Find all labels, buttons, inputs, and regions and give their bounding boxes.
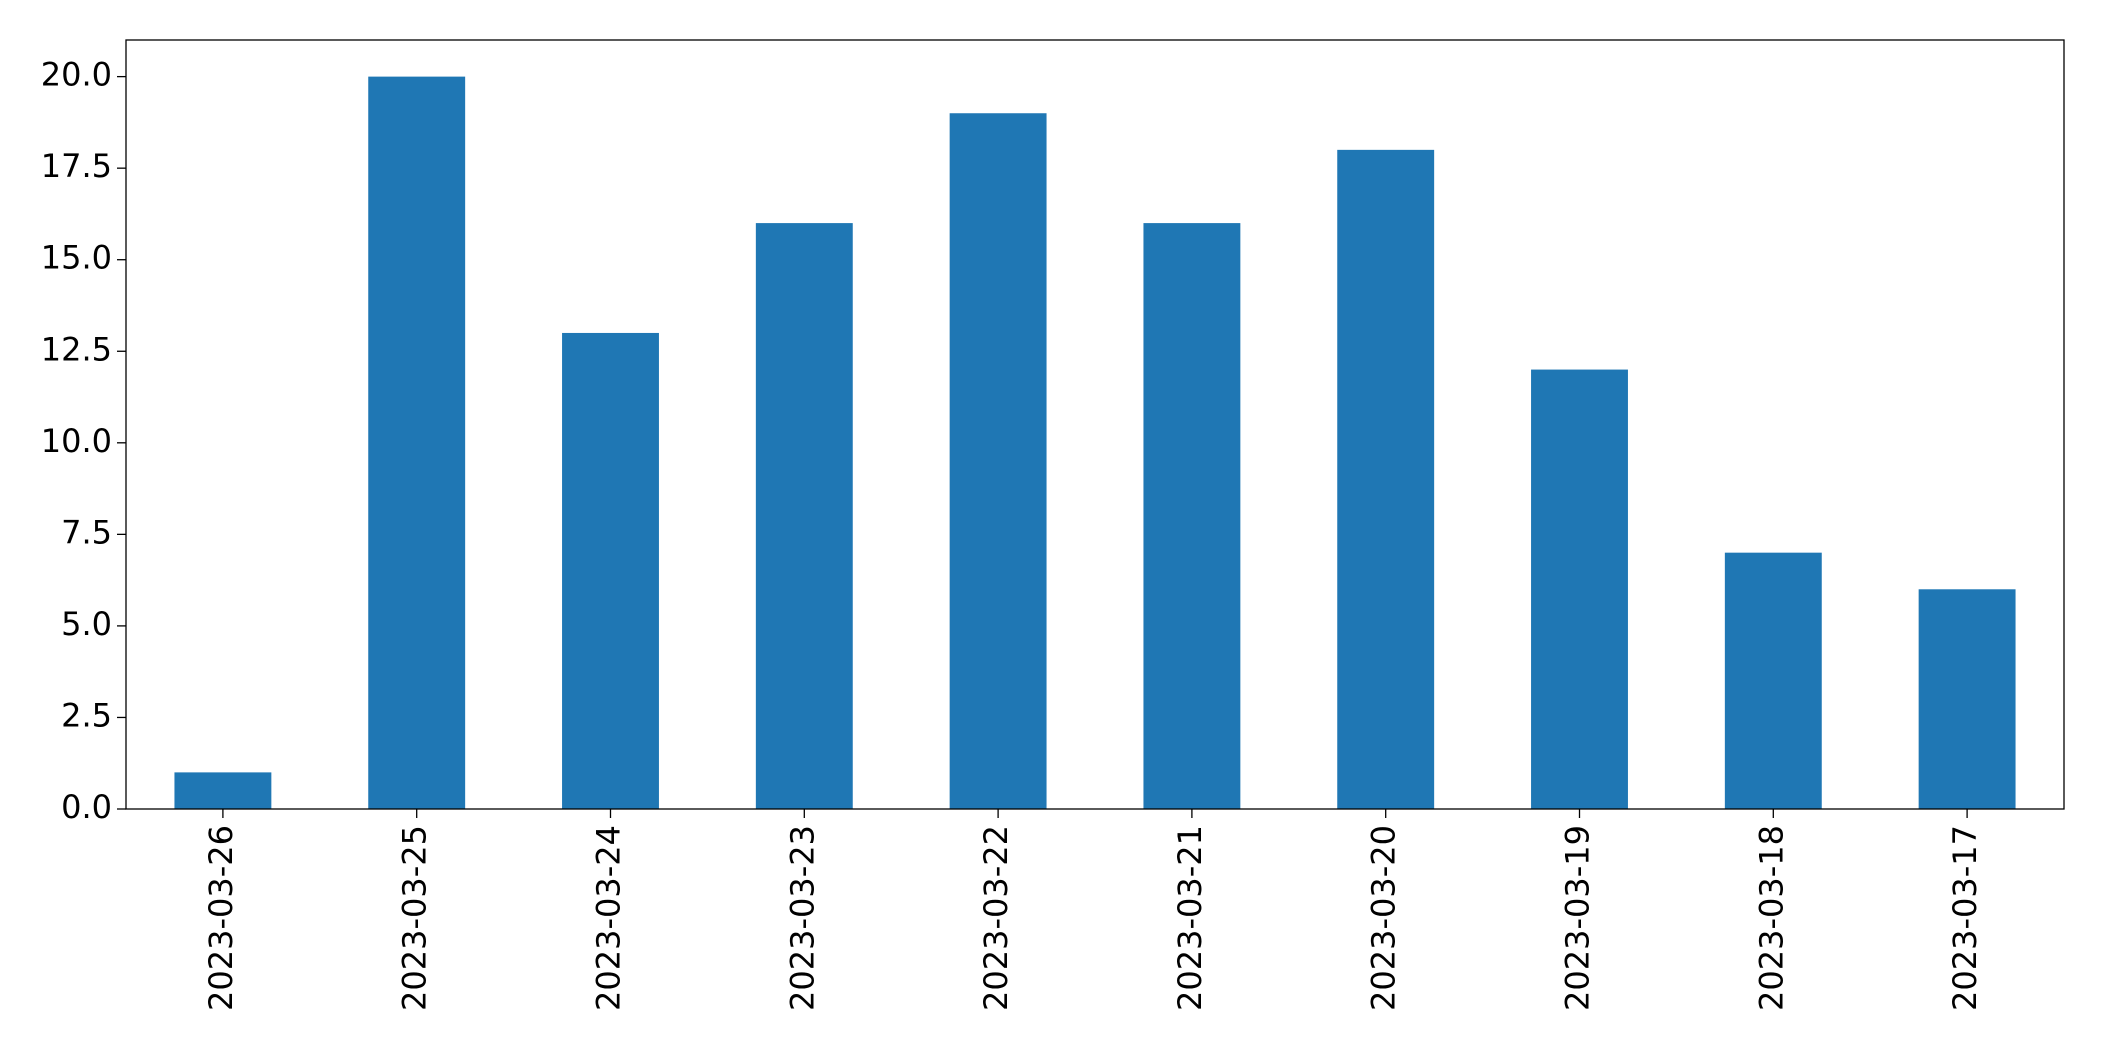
y-tick-label: 10.0 bbox=[41, 422, 112, 460]
bar bbox=[949, 113, 1047, 809]
x-tick-label: 2023-03-26 bbox=[202, 825, 240, 1011]
x-tick-label: 2023-03-18 bbox=[1752, 825, 1790, 1011]
x-tick-label: 2023-03-19 bbox=[1559, 825, 1597, 1011]
x-tick-label: 2023-03-21 bbox=[1171, 825, 1209, 1011]
bar bbox=[1143, 223, 1241, 810]
bar bbox=[1531, 369, 1628, 809]
bar bbox=[174, 772, 272, 809]
bar bbox=[755, 223, 853, 810]
y-tick-label: 5.0 bbox=[61, 605, 112, 643]
y-tick-label: 15.0 bbox=[41, 239, 112, 277]
y-tick-label: 2.5 bbox=[61, 696, 112, 734]
x-tick-label: 2023-03-23 bbox=[783, 825, 821, 1011]
bar bbox=[562, 332, 659, 809]
x-tick-label: 2023-03-24 bbox=[590, 825, 628, 1011]
x-tick-label: 2023-03-20 bbox=[1365, 825, 1403, 1011]
bar bbox=[368, 76, 466, 810]
y-tick-label: 12.5 bbox=[41, 330, 112, 368]
y-tick-label: 17.5 bbox=[41, 147, 112, 185]
bar bbox=[1337, 149, 1435, 809]
x-tick-label: 2023-03-25 bbox=[396, 825, 434, 1011]
x-tick-label: 2023-03-17 bbox=[1946, 825, 1984, 1011]
plot-frame bbox=[125, 39, 2065, 810]
bar bbox=[1724, 552, 1822, 809]
x-tick-label: 2023-03-22 bbox=[977, 825, 1015, 1011]
y-tick-label: 0.0 bbox=[61, 788, 112, 826]
y-tick-label: 7.5 bbox=[61, 513, 112, 551]
bar bbox=[1918, 589, 2016, 809]
y-tick-label: 20.0 bbox=[41, 56, 112, 94]
